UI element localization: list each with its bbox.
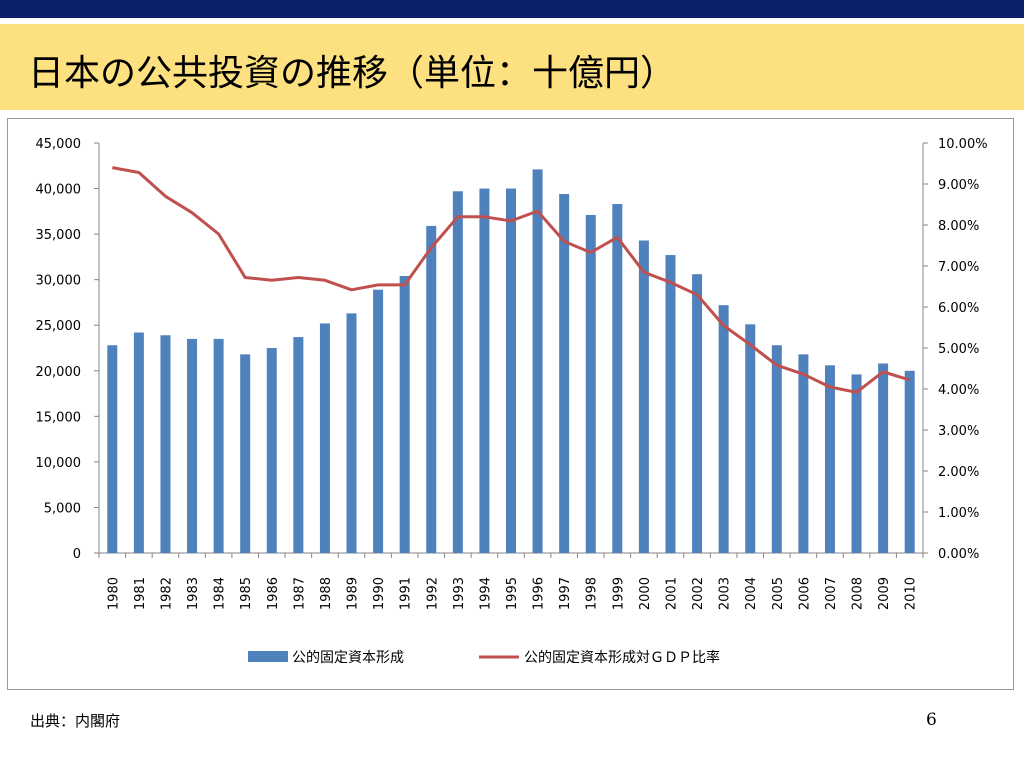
x-tick-label: 2005 [771,577,786,610]
x-tick-label: 1988 [319,577,334,610]
x-tick-label: 1996 [532,577,547,610]
y-tick-label: 35,000 [36,228,82,243]
bar [373,289,384,553]
bar [638,240,649,553]
bar [266,348,277,553]
y-tick-label: 0 [73,547,81,562]
bar [452,191,463,553]
y2-tick-label: 2.00% [938,465,979,480]
y-tick-label: 20,000 [36,365,82,380]
bar [532,169,543,553]
bar [798,354,809,553]
bar [346,313,357,553]
x-tick-label: 2008 [851,577,866,610]
bar [745,324,756,553]
x-tick-label: 1983 [186,577,201,610]
x-tick-label: 2000 [638,577,653,610]
y-tick-label: 30,000 [36,274,82,289]
bar [479,188,490,554]
bar [240,354,251,553]
bar [585,214,596,553]
bar [824,365,835,553]
x-tick-label: 1993 [452,577,467,610]
bar [133,332,144,553]
bar [319,323,330,553]
source-note: 出典：内閣府 [30,712,121,730]
y-tick-label: 45,000 [36,137,82,152]
ratio-line [112,166,911,394]
legend-label-bar: 公的固定資本形成 [292,650,404,666]
y2-tick-label: 9.00% [938,178,979,193]
bar [771,345,782,553]
bar [426,225,437,553]
y-tick-label: 40,000 [36,183,82,198]
bar [399,276,410,553]
x-tick-label: 1990 [372,577,387,610]
y2-tick-label: 4.00% [938,383,979,398]
x-tick-label: 2002 [691,577,706,610]
bar [692,274,703,553]
x-tick-label: 1999 [611,577,626,610]
x-tick-label: 2004 [744,577,759,610]
legend-label-line: 公的固定資本形成対ＧＤＰ比率 [524,649,720,666]
bar [665,255,676,554]
x-tick-label: 1986 [266,577,281,610]
bar [718,305,729,553]
x-tick-label: 1981 [133,577,148,610]
x-tick-label: 1991 [399,577,414,610]
title-band [0,24,1024,110]
y-tick-label: 25,000 [36,319,82,334]
y2-tick-label: 0.00% [938,547,979,562]
x-tick-label: 1985 [239,577,254,610]
bar [107,345,118,553]
y2-tick-label: 1.00% [938,506,979,521]
x-tick-label: 1984 [213,577,228,610]
bar [293,337,304,553]
y2-tick-label: 7.00% [938,260,979,275]
y2-tick-label: 6.00% [938,301,979,316]
bar [559,194,570,553]
x-tick-label: 1992 [425,577,440,610]
x-tick-label: 2003 [718,577,733,610]
x-tick-label: 1995 [505,577,520,610]
legend-swatch-bar [248,651,288,662]
bar [878,363,889,553]
slide-title: 日本の公共投資の推移（単位：十億円） [28,53,677,94]
x-tick-label: 1994 [478,577,493,610]
x-tick-label: 2007 [824,577,839,610]
x-tick-label: 2001 [664,577,679,610]
x-tick-label: 1989 [346,577,361,610]
bar [213,338,224,553]
bar [612,204,623,553]
y2-tick-label: 8.00% [938,219,979,234]
x-tick-label: 1982 [159,577,174,610]
x-tick-label: 1980 [106,577,121,610]
y2-tick-label: 3.00% [938,424,979,439]
combo-chart: 0 5,000 10,000 15,000 20,000 25,000 30,000 35,0… [36,137,988,666]
x-tick-label: 2010 [904,577,919,610]
bar [187,338,198,553]
x-tick-label: 1997 [558,577,573,610]
bar [160,335,171,553]
chart-frame: 0 5,000 10,000 15,000 20,000 25,000 30,000 35,0… [7,118,1014,690]
y2-tick-label: 10.00% [938,137,988,152]
y-tick-label: 10,000 [36,456,82,471]
x-tick-label: 1998 [585,577,600,610]
x-tick-label: 2006 [797,577,812,610]
bar [851,374,862,553]
y2-tick-label: 5.00% [938,342,979,357]
x-tick-label: 2009 [877,577,892,610]
page-number: 6 [926,710,937,730]
bar [904,370,915,553]
top-bar [0,0,1024,18]
bar [506,188,516,554]
y-tick-label: 15,000 [36,410,82,425]
x-tick-label: 1987 [292,577,307,610]
y-tick-label: 5,000 [44,501,81,516]
